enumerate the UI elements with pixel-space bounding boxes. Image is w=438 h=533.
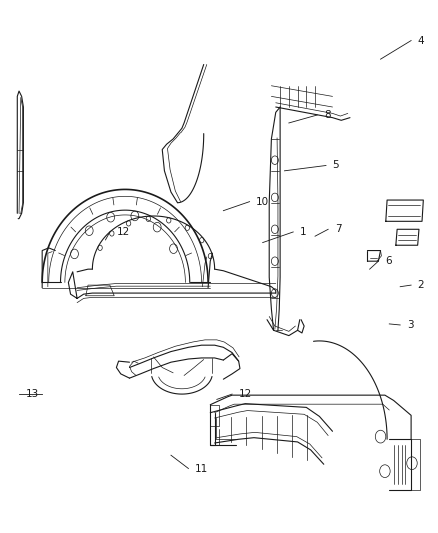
Text: 1: 1: [300, 227, 307, 237]
Text: 5: 5: [332, 160, 339, 171]
Text: 7: 7: [335, 224, 341, 235]
Text: 11: 11: [195, 464, 208, 473]
Text: 13: 13: [26, 389, 39, 399]
Text: 4: 4: [418, 36, 424, 45]
Text: 8: 8: [324, 110, 330, 120]
Text: 6: 6: [385, 256, 392, 266]
Text: 2: 2: [418, 280, 424, 290]
Text: 10: 10: [256, 197, 269, 207]
Text: 3: 3: [407, 320, 413, 330]
Text: 12: 12: [239, 389, 252, 399]
Text: 12: 12: [117, 227, 130, 237]
